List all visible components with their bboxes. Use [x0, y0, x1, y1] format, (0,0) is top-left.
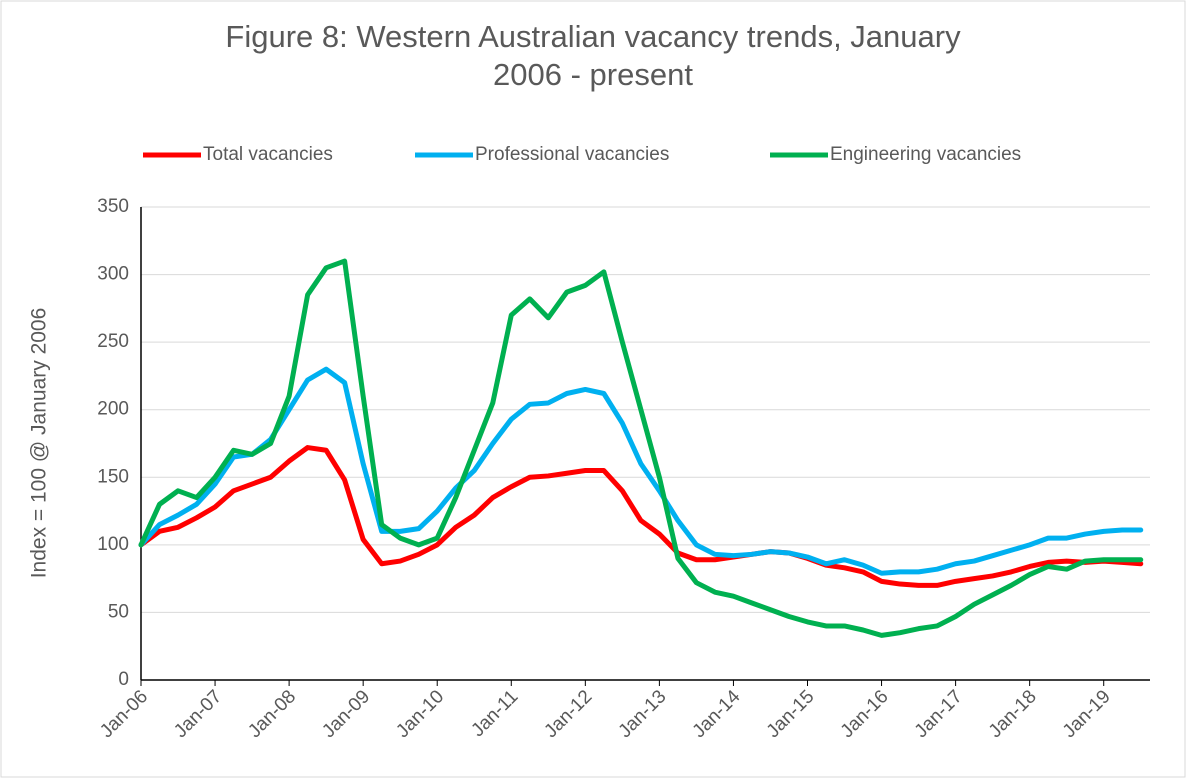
y-tick-label: 350 [97, 196, 129, 217]
y-tick-label: 150 [97, 466, 129, 487]
y-tick-label: 50 [108, 601, 129, 622]
x-tick-label: Jan-14 [689, 686, 745, 742]
x-tick-label: Jan-08 [244, 686, 300, 742]
x-tick-label: Jan-12 [540, 686, 596, 742]
legend-label: Total vacancies [203, 144, 333, 165]
title-box: Figure 8: Western Australian vacancy tre… [0, 18, 1186, 94]
y-tick-label: 200 [97, 399, 129, 420]
x-tick-label: Jan-13 [615, 686, 671, 742]
series-line [138, 258, 1144, 638]
x-tick-label: Jan-18 [985, 686, 1041, 742]
x-tick-label: Jan-07 [170, 686, 226, 742]
y-tick-label: 300 [97, 264, 129, 285]
x-tick-label: Jan-16 [837, 686, 893, 742]
x-tick-label: Jan-09 [318, 686, 374, 742]
legend-label: Engineering vacancies [830, 144, 1021, 165]
chart-title: Figure 8: Western Australian vacancy tre… [225, 19, 961, 92]
y-axis-label: Index = 100 @ January 2006 [28, 308, 51, 579]
x-tick-label: Jan-11 [467, 686, 522, 741]
x-tick-label: Jan-10 [392, 686, 448, 742]
x-tick-label: Jan-15 [763, 686, 819, 742]
x-tick-label: Jan-06 [96, 686, 152, 742]
y-tick-label: 250 [97, 331, 129, 352]
x-tick-label: Jan-19 [1059, 686, 1115, 742]
y-tick-label: 0 [118, 669, 129, 690]
y-tick-label: 100 [97, 534, 129, 555]
x-tick-label: Jan-17 [911, 686, 967, 742]
legend-label: Professional vacancies [475, 144, 669, 165]
series-line [138, 445, 1144, 588]
series-line [138, 366, 1144, 576]
